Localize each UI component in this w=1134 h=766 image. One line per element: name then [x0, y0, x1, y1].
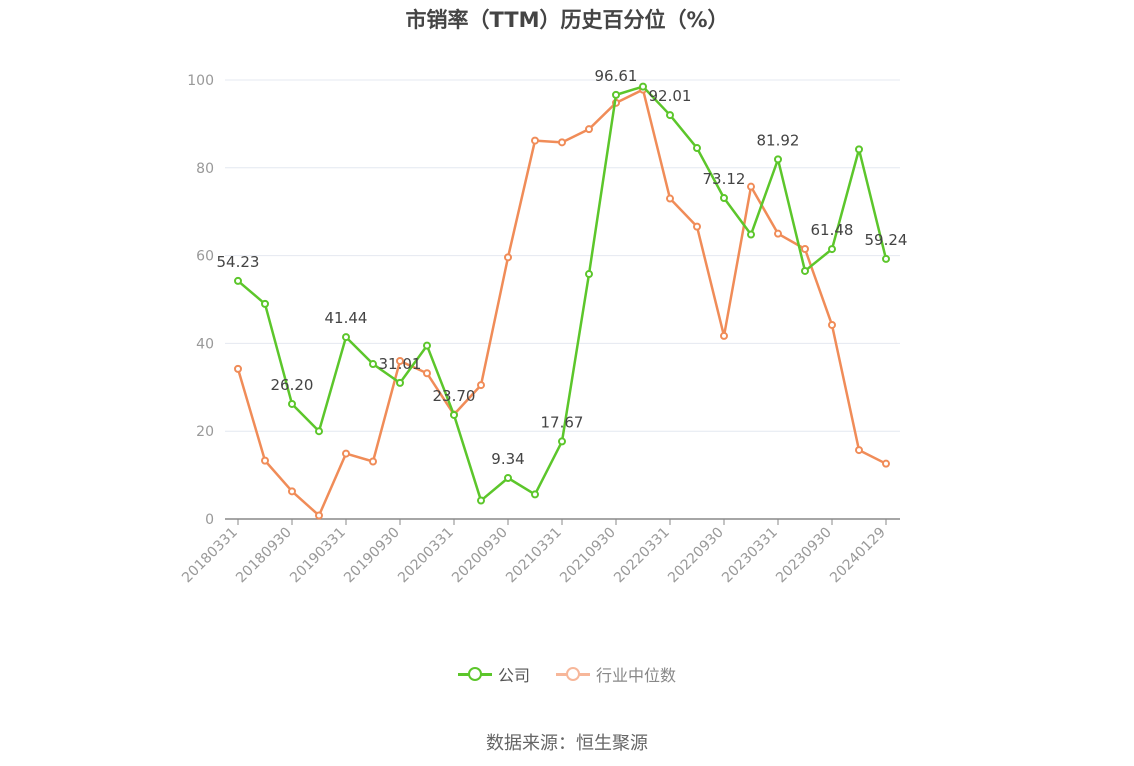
data-point-industry	[882, 459, 890, 468]
line-chart: 0 20 40 60 80 100 2018033120180930201903312019…	[179, 67, 908, 586]
data-label: 92.01	[649, 87, 692, 105]
data-point-industry	[531, 136, 539, 145]
data-label: 61.48	[811, 221, 854, 239]
data-point-industry	[261, 456, 269, 465]
data-label: 96.61	[595, 67, 638, 85]
legend-company-label: 公司	[497, 666, 530, 685]
data-label: 26.20	[271, 376, 314, 394]
data-label: 31.01	[379, 355, 422, 373]
data-point-company	[288, 399, 296, 408]
data-point-industry	[774, 229, 782, 238]
x-tick-label: 20210930	[557, 525, 619, 587]
legend: 公司 行业中位数	[0, 662, 1134, 686]
legend-item-industry[interactable]: 行业中位数	[556, 662, 676, 686]
chart-title: 市销率（TTM）历史百分位（%）	[405, 8, 729, 32]
data-labels: 54.23 26.20 41.44 31.01 23.70 9.34 17.67 96.61 9…	[217, 67, 908, 468]
data-point-company	[774, 155, 782, 164]
data-point-company	[639, 82, 647, 91]
data-point-company	[693, 144, 701, 153]
data-point-company	[234, 276, 242, 285]
data-point-company	[828, 245, 836, 254]
y-tick-label: 80	[196, 161, 214, 177]
data-label: 59.24	[865, 231, 908, 249]
data-point-industry	[423, 369, 431, 378]
x-tick-label: 20240129	[827, 525, 889, 587]
data-point-company	[477, 496, 485, 505]
data-point-industry	[315, 511, 323, 520]
x-tick-label: 20230930	[773, 525, 835, 587]
x-tick-label: 20180331	[179, 525, 241, 587]
data-point-company	[369, 360, 377, 369]
data-point-industry	[747, 182, 755, 191]
data-label: 81.92	[757, 131, 800, 149]
data-point-industry	[234, 364, 242, 373]
data-point-company	[882, 254, 890, 263]
data-point-company	[666, 111, 674, 120]
x-tick-label: 20220930	[665, 525, 727, 587]
legend-item-company[interactable]: 公司	[457, 662, 530, 686]
x-tick-label: 20180930	[233, 525, 295, 587]
data-point-industry	[801, 245, 809, 254]
data-point-company	[855, 145, 863, 154]
data-point-company	[585, 270, 593, 279]
y-tick-label: 100	[187, 73, 214, 89]
data-point-company	[342, 333, 350, 342]
legend-company-marker-icon	[457, 667, 492, 681]
data-point-industry	[342, 449, 350, 458]
data-point-industry	[828, 320, 836, 329]
data-label: 9.34	[491, 450, 524, 468]
data-point-industry	[477, 381, 485, 390]
data-label: 41.44	[325, 309, 368, 327]
axes: 0 20 40 60 80 100 2018033120180930201903312019…	[179, 73, 900, 586]
series	[234, 82, 890, 520]
data-point-company	[423, 341, 431, 350]
data-point-company	[747, 230, 755, 239]
data-label: 73.12	[703, 170, 746, 188]
legend-industry-marker-icon	[556, 667, 590, 681]
x-tick-label: 20210331	[503, 525, 565, 587]
data-point-company	[450, 410, 458, 419]
y-tick-label: 20	[196, 424, 214, 440]
data-point-company	[315, 427, 323, 436]
data-point-industry	[504, 253, 512, 262]
data-point-company	[612, 90, 620, 99]
x-tick-label: 20220331	[611, 525, 673, 587]
data-point-industry	[369, 457, 377, 466]
data-point-industry	[396, 356, 404, 365]
y-tick-label: 60	[196, 249, 214, 265]
data-point-company	[531, 490, 539, 499]
data-point-industry	[288, 487, 296, 496]
legend-industry-label: 行业中位数	[596, 666, 677, 685]
data-point-industry	[666, 194, 674, 203]
data-point-industry	[585, 125, 593, 134]
data-point-company	[801, 266, 809, 275]
data-point-company	[720, 194, 728, 203]
data-point-company	[504, 473, 512, 482]
x-tick-label: 20200930	[449, 525, 511, 587]
data-point-company	[558, 437, 566, 446]
grid-lines	[225, 79, 900, 432]
data-label: 54.23	[217, 253, 260, 271]
data-label: 17.67	[541, 413, 584, 431]
data-point-company	[261, 299, 269, 308]
x-tick-label: 20190331	[287, 525, 349, 587]
data-point-industry	[558, 138, 566, 147]
data-label: 23.70	[433, 387, 476, 405]
y-tick-label: 40	[196, 336, 214, 352]
data-point-industry	[720, 331, 728, 340]
x-tick-label: 20190930	[341, 525, 403, 587]
x-tick-label: 20200331	[395, 525, 457, 587]
data-point-company	[396, 378, 404, 387]
data-source: 数据来源：恒生聚源	[486, 733, 648, 754]
data-point-industry	[693, 222, 701, 231]
series-line-industry	[236, 88, 887, 517]
x-tick-label: 20230331	[719, 525, 781, 587]
y-tick-label: 0	[205, 512, 214, 528]
data-point-industry	[855, 446, 863, 455]
